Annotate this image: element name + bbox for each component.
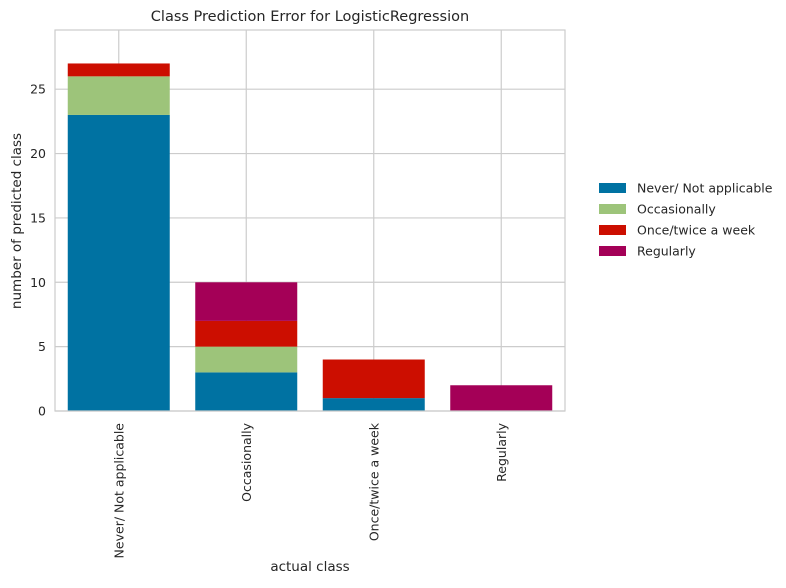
- y-tick-label-20: 20: [30, 146, 46, 161]
- y-axis-label: number of predicted class: [9, 133, 25, 309]
- bars: [67, 63, 553, 412]
- y-tick-label-15: 15: [30, 210, 46, 225]
- y-tick-label-0: 0: [38, 404, 46, 419]
- y-tick-labels: 0 5 10 15 20 25: [30, 82, 46, 419]
- legend-label-occasionally: Occasionally: [637, 202, 716, 217]
- legend-swatch-once-twice-a-week: [599, 225, 626, 235]
- x-tick-label-occasionally: Occasionally: [239, 422, 254, 501]
- legend-swatch-occasionally: [599, 204, 626, 214]
- y-tick-label-5: 5: [38, 339, 46, 354]
- x-tick-label-regularly: Regularly: [494, 422, 509, 481]
- x-tick-label-never-not-applicable: Never/ Not applicable: [111, 423, 126, 559]
- y-tick-label-10: 10: [30, 275, 46, 290]
- legend-swatch-never-not-applicable: [599, 183, 626, 193]
- bar-occasionally-once-twice-a-week: [195, 320, 298, 347]
- legend-label-never-not-applicable: Never/ Not applicable: [637, 181, 773, 196]
- bar-occasionally-never-not-applicable: [195, 372, 298, 411]
- chart-title: Class Prediction Error for LogisticRegre…: [151, 9, 469, 25]
- bar-never-not-applicable-once-twice-a-week: [67, 63, 170, 77]
- legend-label-regularly: Regularly: [637, 244, 696, 259]
- bar-occasionally-occasionally: [195, 346, 298, 373]
- bar-never-not-applicable-occasionally: [67, 76, 170, 115]
- x-tick-labels: Never/ Not applicable Occasionally Once/tw…: [111, 422, 509, 558]
- bar-once-twice-a-week-once-twice-a-week: [322, 359, 425, 399]
- bar-regularly-regularly: [450, 385, 553, 411]
- bar-never-not-applicable-never-not-applicable: [67, 114, 170, 412]
- x-tick-label-once-twice-a-week: Once/twice a week: [366, 422, 381, 541]
- plot-frame: [54, 29, 566, 412]
- bar-once-twice-a-week-never-not-applicable: [322, 398, 425, 411]
- legend: Never/ Not applicable Occasionally Once/tw…: [599, 181, 773, 259]
- legend-label-once-twice-a-week: Once/twice a week: [637, 223, 756, 238]
- bar-occasionally-regularly: [195, 282, 298, 321]
- legend-swatch-regularly: [599, 246, 626, 256]
- x-axis-label: actual class: [270, 559, 349, 575]
- y-tick-label-25: 25: [30, 82, 46, 97]
